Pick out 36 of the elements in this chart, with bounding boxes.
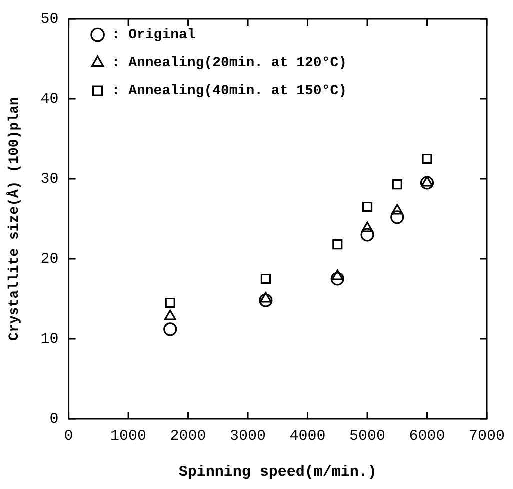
point <box>391 204 404 215</box>
point <box>260 292 272 303</box>
point <box>362 222 374 232</box>
point <box>392 180 402 190</box>
point <box>164 322 178 336</box>
x-tick-label: 1000 <box>110 428 147 445</box>
y-tick-label: 40 <box>40 90 59 108</box>
y-tick-label: 50 <box>40 10 59 28</box>
point <box>259 294 273 308</box>
point <box>422 154 432 164</box>
legend-label: : Annealing(40min. at 150°C) <box>112 84 348 100</box>
legend-label: : Original <box>112 28 196 44</box>
point <box>330 272 344 286</box>
x-tick-label: 7000 <box>468 428 506 445</box>
x-tick-label: 3000 <box>230 428 266 445</box>
x-axis-title: Spinning speed(m/min.) <box>178 464 377 481</box>
point <box>360 228 374 242</box>
y-axis-title: Crystallite size(Å) (100)plan <box>6 97 23 341</box>
x-tick-label: 6000 <box>409 428 446 445</box>
y-tick-label: 10 <box>40 330 59 348</box>
y-tick-label: 0 <box>50 410 59 428</box>
point <box>362 202 373 212</box>
x-tick-label: 0 <box>64 428 74 445</box>
point <box>260 274 271 284</box>
x-tick-label: 5000 <box>350 428 386 445</box>
x-tick-label: 4000 <box>290 428 326 445</box>
point <box>332 270 344 280</box>
point <box>421 176 434 187</box>
legend-label: : Annealing(20min. at 120°C) <box>112 56 348 72</box>
point <box>165 298 176 308</box>
point <box>332 240 343 250</box>
point <box>164 310 176 320</box>
y-tick-label: 20 <box>40 250 59 268</box>
point <box>390 210 404 224</box>
x-tick-label: 2000 <box>170 428 206 445</box>
y-tick-label: 30 <box>40 170 59 188</box>
